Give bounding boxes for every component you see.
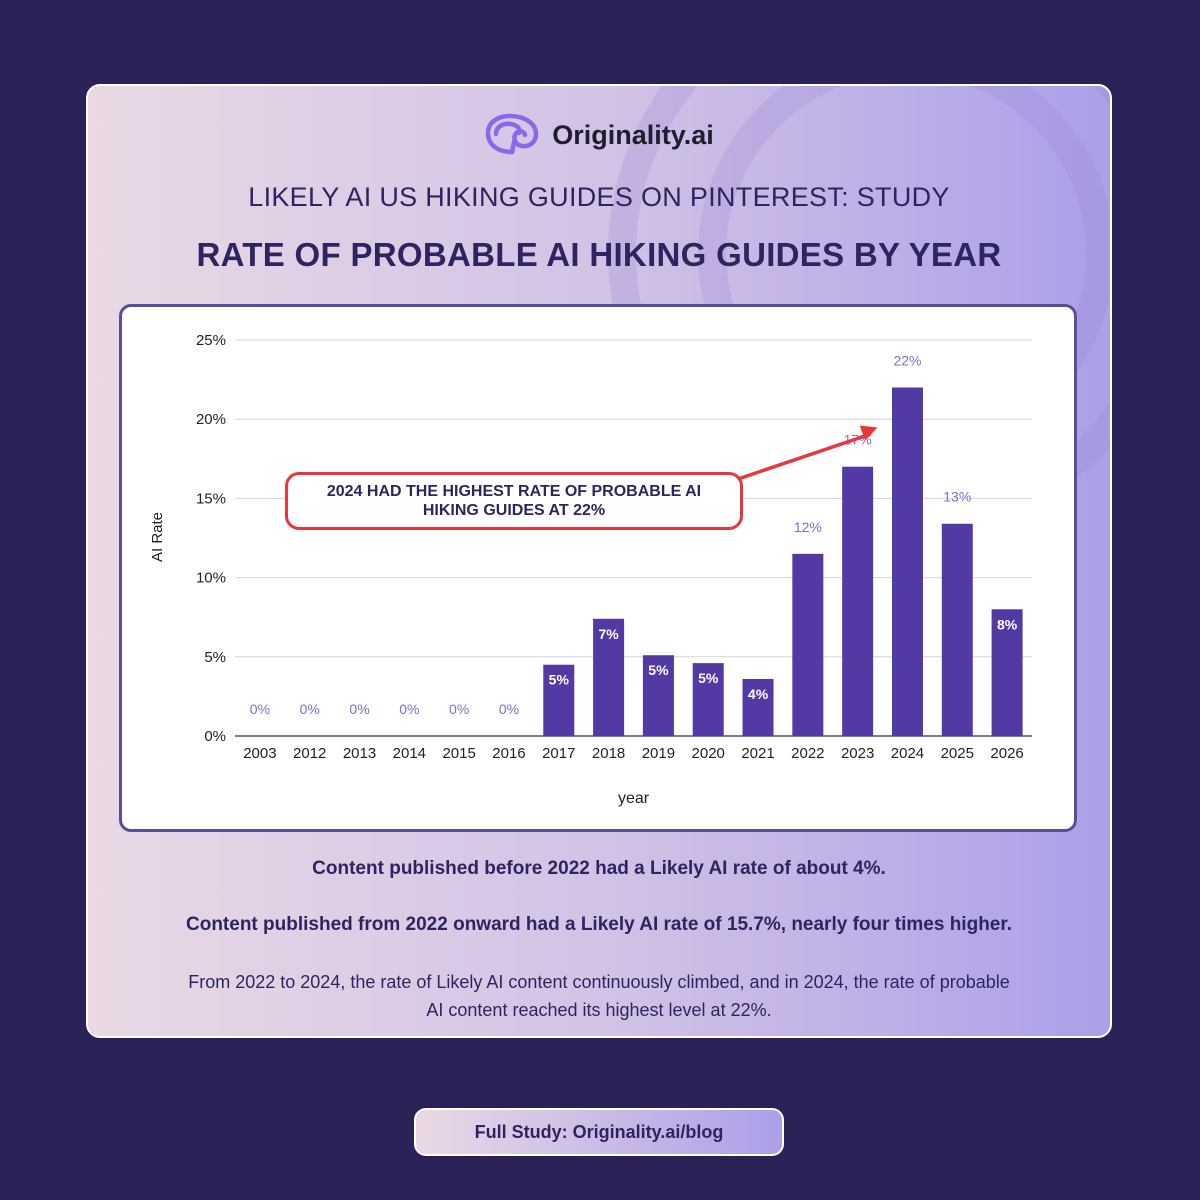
x-tick-label: 2024 [891,745,924,762]
data-label: 22% [893,353,921,369]
annotation-arrow-line [736,432,872,481]
bar-chart: 0% 5% 10% 15% 20% 25% 2003 0% 2012 0% 2013 0% 2014 0%… [149,332,1032,807]
x-tick-label: 2020 [692,745,725,762]
x-tick-label: 2012 [293,745,326,762]
y-tick-label: 5% [204,649,226,666]
x-tick-label: 2015 [442,745,475,762]
y-tick-label: 25% [196,332,226,349]
x-axis-label: year [618,790,650,807]
data-label: 12% [794,519,822,535]
full-study-link[interactable]: Full Study: Originality.ai/blog [414,1108,784,1156]
page-title: RATE OF PROBABLE AI HIKING GUIDES BY YEA… [196,236,1002,273]
x-tick-label: 2021 [741,745,774,762]
page-subtitle: LIKELY AI US HIKING GUIDES ON PINTEREST:… [248,182,950,212]
data-label: 0% [499,701,519,717]
bar [891,387,923,736]
infographic-card: Originality.ai LIKELY AI US HIKING GUIDE… [86,84,1112,1038]
y-tick-label: 10% [196,570,226,587]
summary-note-3: From 2022 to 2024, the rate of Likely AI… [188,972,1010,1020]
brain-icon [485,113,539,155]
summary-note-1: Content published before 2022 had a Like… [312,858,886,879]
bar [593,618,625,736]
brand-name: Originality.ai [552,119,714,150]
bar [642,655,674,736]
bar [991,609,1023,736]
data-label: 13% [943,489,971,505]
bar [543,664,575,736]
brand-logo: Originality.ai [88,110,1110,160]
x-tick-label: 2025 [941,745,974,762]
y-tick-label: 20% [196,411,226,428]
data-label: 5% [698,670,719,686]
y-axis-label: AI Rate [149,512,166,562]
x-tick-label: 2017 [542,745,575,762]
bar [842,466,874,736]
bar [692,663,724,736]
data-label: 0% [399,701,419,717]
y-tick-label: 0% [204,728,226,745]
data-label: 5% [549,672,570,688]
data-label: 0% [250,701,270,717]
x-tick-label: 2022 [791,745,824,762]
bar [792,553,824,736]
x-tick-label: 2014 [393,745,426,762]
chart-callout: 2024 HAD THE HIGHEST RATE OF PROBABLE AI… [285,472,743,530]
y-tick-label: 15% [196,490,226,507]
x-tick-label: 2019 [642,745,675,762]
x-tick-label: 2018 [592,745,625,762]
x-tick-label: 2016 [492,745,525,762]
summary-note-2: Content published from 2022 onward had a… [186,914,1012,935]
data-label: 0% [300,701,320,717]
chart-panel: 0% 5% 10% 15% 20% 25% 2003 0% 2012 0% 2013 0% 2014 0%… [119,304,1077,832]
x-tick-label: 2026 [990,745,1023,762]
data-label: 0% [349,701,369,717]
bar [941,523,973,736]
annotation-arrow-head [859,425,878,441]
bar [742,678,774,736]
x-tick-label: 2013 [343,745,376,762]
data-label: 0% [449,701,469,717]
data-label: 7% [598,626,619,642]
x-tick-label: 2023 [841,745,874,762]
data-label: 8% [997,616,1018,632]
data-label: 4% [748,686,769,702]
x-tick-label: 2003 [243,745,276,762]
data-label: 5% [648,662,669,678]
